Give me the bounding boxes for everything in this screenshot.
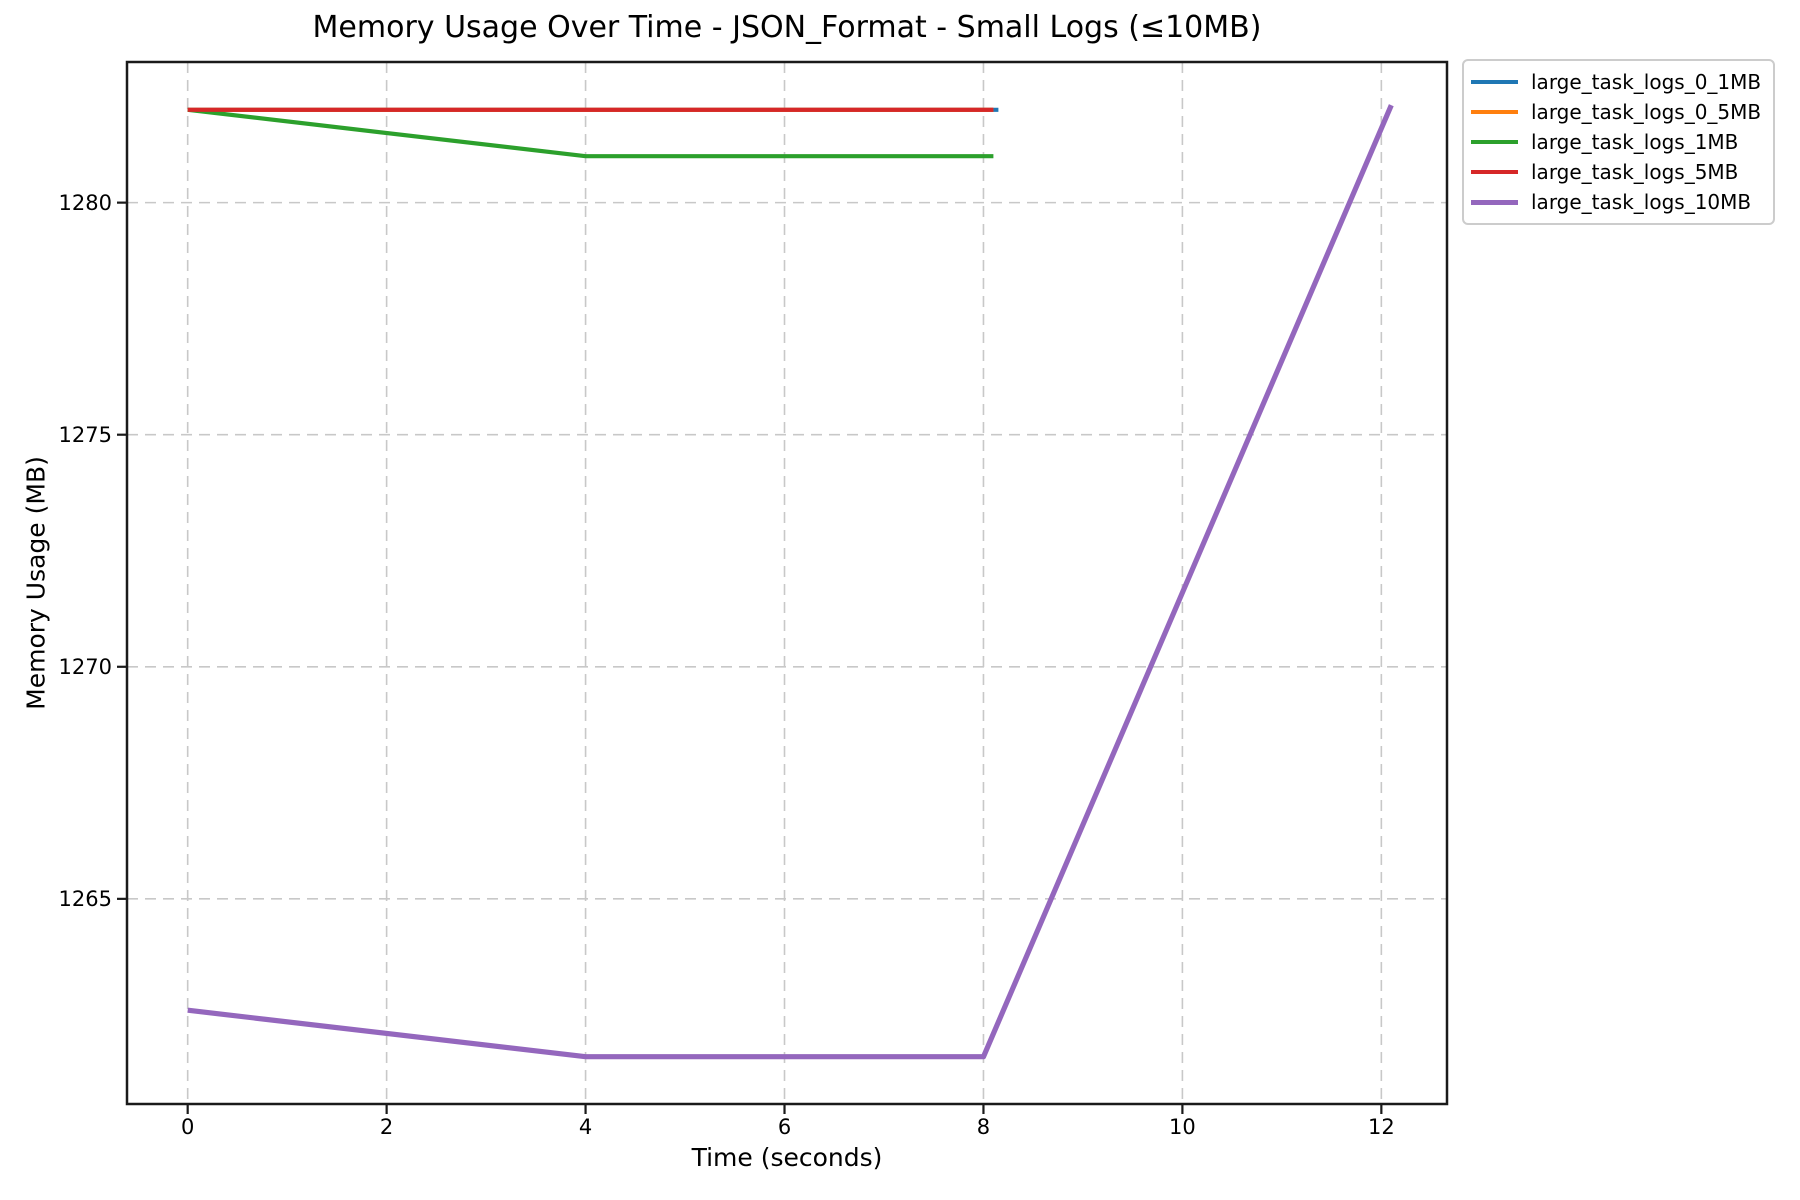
legend-item: large_task_logs_1MB — [1471, 127, 1765, 157]
legend-line-swatch — [1471, 170, 1518, 174]
legend-label: large_task_logs_1MB — [1531, 130, 1739, 154]
legend-item: large_task_logs_5MB — [1471, 157, 1765, 187]
legend-item: large_task_logs_0_5MB — [1471, 97, 1765, 127]
plot-spines — [125, 60, 1449, 1106]
y-tick-label: 1270 — [58, 654, 112, 679]
x-tick-label: 6 — [777, 1115, 792, 1139]
chart-title: Memory Usage Over Time - JSON_Format - S… — [312, 10, 1262, 45]
x-tick-label: 4 — [578, 1115, 593, 1139]
y-tick-label: 1280 — [58, 190, 112, 215]
legend-line-swatch — [1471, 110, 1518, 114]
y-tick-label: 1265 — [58, 886, 112, 911]
x-axis-label: Time (seconds) — [691, 1143, 883, 1172]
x-tick-label: 0 — [180, 1115, 195, 1139]
legend-line-swatch — [1471, 199, 1518, 205]
series-line-large_task_logs_10MB — [187, 104, 1394, 1060]
y-tick-label: 1275 — [58, 422, 112, 447]
legend-label: large_task_logs_5MB — [1531, 160, 1739, 184]
legend-item: large_task_logs_0_1MB — [1471, 67, 1765, 97]
x-tick-label: 2 — [379, 1115, 394, 1139]
legend-label: large_task_logs_0_1MB — [1531, 70, 1762, 94]
legend-line-swatch — [1471, 140, 1518, 144]
series-line-large_task_logs_1MB — [187, 107, 994, 159]
legend-item: large_task_logs_10MB — [1471, 187, 1765, 217]
legend-label: large_task_logs_0_5MB — [1531, 100, 1762, 124]
legend: large_task_logs_0_1MB large_task_logs_0_… — [1462, 59, 1775, 225]
x-tick-label: 10 — [1169, 1115, 1196, 1139]
x-tick-label: 8 — [976, 1115, 991, 1139]
legend-line-swatch — [1471, 80, 1518, 84]
x-tick-label: 12 — [1367, 1115, 1395, 1139]
legend-label: large_task_logs_10MB — [1531, 190, 1752, 214]
